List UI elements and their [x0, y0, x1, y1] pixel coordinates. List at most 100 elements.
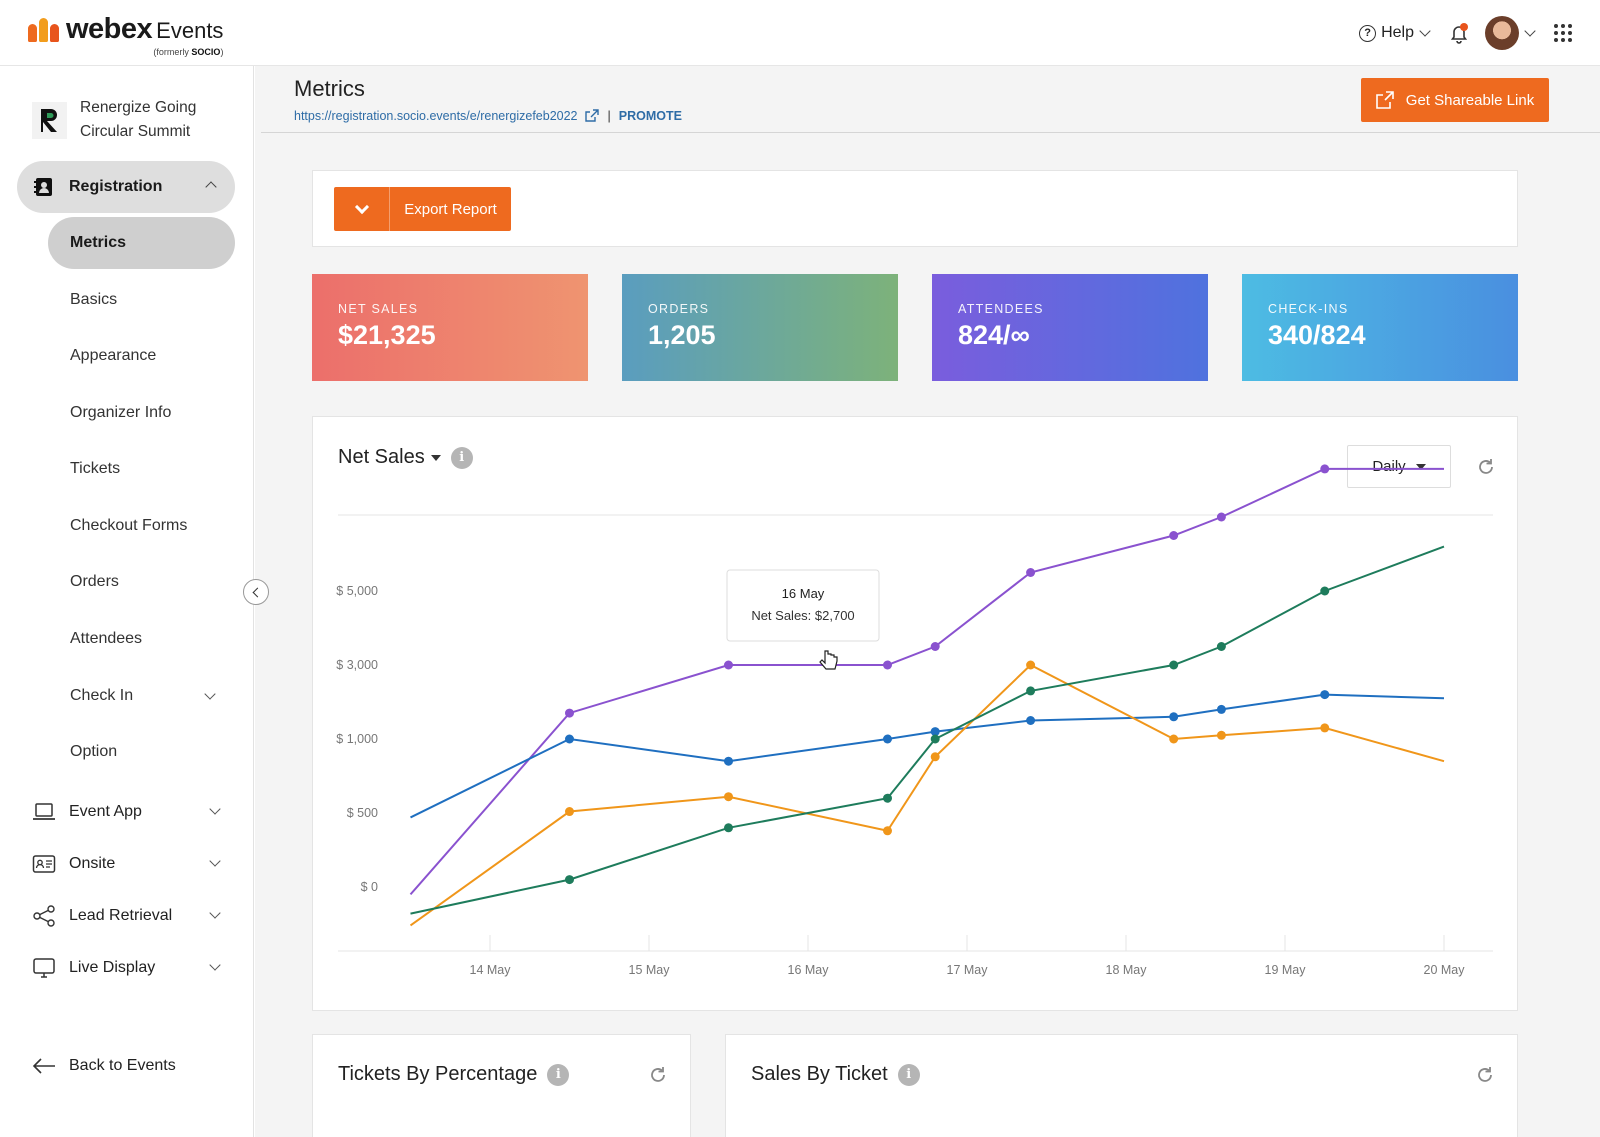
url-separator: | — [607, 109, 611, 123]
period-label: Daily — [1372, 458, 1406, 475]
chevron-down-icon — [204, 688, 216, 700]
data-point — [1320, 464, 1330, 474]
sidebar-item-organizer-info[interactable]: Organizer Info — [70, 404, 172, 421]
user-avatar[interactable] — [1485, 16, 1519, 50]
chevron-down-icon — [209, 803, 221, 815]
help-menu[interactable]: ? Help — [1359, 24, 1431, 42]
caret-down-icon — [430, 454, 441, 461]
sidebar-item-live-display[interactable]: Live Display — [31, 957, 221, 979]
external-link-icon — [1375, 91, 1394, 109]
stat-label: CHECK-INS — [1268, 302, 1349, 316]
sidebar-item-lead-retrieval[interactable]: Lead Retrieval — [31, 905, 221, 927]
sidebar: Renergize Going Circular Summit Registra… — [0, 66, 254, 1137]
data-point — [883, 826, 892, 836]
stat-value: $21,325 — [338, 320, 436, 350]
data-point — [1169, 660, 1179, 670]
period-select[interactable]: Daily — [1347, 445, 1451, 488]
lead-retrieval-label: Lead Retrieval — [69, 907, 173, 924]
webex-events-logo[interactable]: webex Events (formerly SOCIO) — [26, 14, 223, 57]
data-point — [1320, 586, 1330, 596]
data-point — [724, 792, 733, 802]
data-point — [1216, 730, 1226, 740]
sidebar-item-onsite[interactable]: Onsite — [31, 853, 221, 875]
registration-label: Registration — [69, 178, 163, 195]
sidebar-item-tickets[interactable]: Tickets — [70, 460, 121, 477]
stat-label: NET SALES — [338, 302, 419, 316]
page-header: Metrics https://registration.socio.event… — [255, 66, 1600, 132]
promote-link[interactable]: PROMOTE — [618, 109, 682, 123]
info-icon[interactable]: i — [450, 446, 473, 469]
data-point — [1216, 512, 1226, 522]
sidebar-item-basics[interactable]: Basics — [70, 291, 118, 308]
event-app-label: Event App — [69, 803, 142, 820]
series-line — [410, 693, 1445, 819]
data-point — [565, 734, 574, 744]
refresh-icon[interactable] — [1476, 457, 1496, 477]
chevron-up-icon — [205, 181, 217, 193]
chevron-left-icon — [252, 587, 263, 597]
chevron-down-icon — [209, 855, 221, 867]
info-icon[interactable]: i — [897, 1063, 920, 1086]
get-shareable-link-button[interactable]: Get Shareable Link — [1361, 78, 1549, 122]
header-divider — [261, 132, 1600, 133]
sidebar-item-attendees[interactable]: Attendees — [70, 630, 143, 647]
sidebar-item-checkout-forms[interactable]: Checkout Forms — [70, 517, 188, 534]
x-tick-label: 17 May — [947, 963, 989, 977]
back-to-events-link[interactable]: Back to Events — [31, 1056, 176, 1076]
export-report-button[interactable]: Export Report — [334, 187, 511, 231]
stat-card-check-ins: CHECK-INS 340/824 — [1242, 274, 1518, 381]
export-dropdown-toggle[interactable] — [334, 187, 390, 231]
event-header[interactable]: Renergize Going Circular Summit — [32, 96, 230, 144]
chart-tooltip — [726, 569, 880, 642]
net-sales-chart-card: Net Sales i Daily $ 0 $ 500 $ 1,000 $ 3,000… — [312, 416, 1518, 1011]
data-point — [1320, 723, 1330, 733]
sidebar-item-metrics[interactable]: Metrics — [48, 217, 235, 269]
notification-dot — [1460, 23, 1468, 31]
collapse-sidebar-button[interactable] — [243, 579, 269, 605]
sidebar-item-orders[interactable]: Orders — [70, 573, 119, 590]
stat-card-orders: ORDERS 1,205 — [622, 274, 898, 381]
y-tick-label: $ 5,000 — [336, 584, 378, 598]
data-point — [883, 660, 892, 670]
logo-wordmark: webex Events — [66, 13, 224, 45]
hand-cursor-icon — [819, 650, 838, 670]
stat-card-net-sales: NET SALES $21,325 — [312, 274, 588, 381]
sidebar-item-check-in[interactable]: Check In — [70, 687, 220, 705]
series-line — [409, 467, 1444, 896]
top-bar: webex Events (formerly SOCIO) ? Help — [0, 0, 1600, 66]
app-grid-icon[interactable] — [1554, 24, 1572, 42]
back-label: Back to Events — [69, 1057, 176, 1074]
data-point — [1026, 686, 1036, 696]
avatar-chevron-down-icon[interactable] — [1524, 25, 1536, 37]
sidebar-item-appearance[interactable]: Appearance — [70, 347, 157, 364]
info-icon[interactable]: i — [547, 1063, 570, 1086]
chevron-down-icon — [354, 199, 369, 214]
data-point — [1169, 712, 1179, 722]
event-url-link[interactable]: https://registration.socio.events/e/rene… — [294, 109, 578, 123]
tooltip-value: Net Sales: $2,700 — [751, 608, 854, 623]
data-point — [1169, 531, 1179, 540]
data-point — [930, 734, 940, 744]
export-label: Export Report — [404, 200, 497, 218]
sidebar-item-option[interactable]: Option — [70, 743, 118, 760]
refresh-icon[interactable] — [1475, 1065, 1495, 1085]
data-point — [1026, 660, 1036, 670]
x-tick-label: 20 May — [1424, 963, 1466, 977]
stat-value: 340/824 — [1268, 320, 1366, 350]
chart-metric-selector[interactable]: Net Sales i — [338, 446, 473, 469]
data-point — [724, 660, 733, 670]
sidebar-item-event-app[interactable]: Event App — [31, 801, 221, 823]
logo-formerly: (formerly SOCIO) — [153, 47, 224, 57]
notifications-bell-icon[interactable] — [1449, 22, 1469, 44]
data-point — [1216, 704, 1226, 714]
data-point — [930, 752, 940, 762]
event-logo — [32, 101, 67, 139]
stat-value: 824/∞ — [958, 320, 1030, 350]
export-card: Export Report — [312, 170, 1518, 247]
check-in-label: Check In — [70, 687, 134, 704]
refresh-icon[interactable] — [648, 1065, 668, 1085]
share-icon — [31, 905, 57, 927]
tickets-by-percentage-card: Tickets By Percentage i — [312, 1034, 691, 1137]
external-link-icon[interactable] — [584, 109, 600, 123]
sidebar-item-registration[interactable]: Registration — [17, 161, 235, 213]
